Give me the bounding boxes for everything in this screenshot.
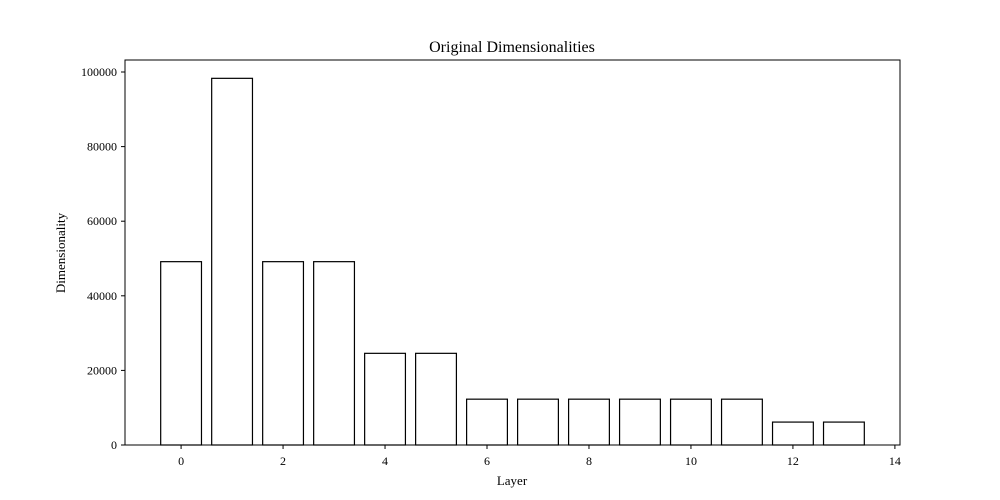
bar-layer-0 bbox=[160, 261, 203, 446]
y-tick-label: 20000 bbox=[87, 363, 117, 377]
x-tick-label: 4 bbox=[382, 454, 388, 468]
bar-layer-3 bbox=[313, 261, 356, 446]
x-tick-label: 14 bbox=[889, 454, 901, 468]
bar-layer-5 bbox=[415, 352, 458, 446]
bar-layer-12 bbox=[771, 421, 814, 446]
y-axis-label: Dimensionality bbox=[53, 212, 68, 293]
bar-layer-2 bbox=[262, 261, 305, 446]
bar-layer-7 bbox=[516, 398, 559, 446]
x-tick-label: 10 bbox=[685, 454, 697, 468]
x-tick-label: 2 bbox=[280, 454, 286, 468]
x-tick-label: 8 bbox=[586, 454, 592, 468]
x-axis-ticks: 0 2 4 6 8 10 12 14 bbox=[178, 445, 901, 468]
x-tick-label: 0 bbox=[178, 454, 184, 468]
bar-layer-9 bbox=[618, 398, 661, 446]
y-axis-ticks: 0 20000 40000 60000 80000 100000 bbox=[81, 65, 125, 452]
bar-layer-13 bbox=[822, 421, 865, 446]
x-axis-label: Layer bbox=[497, 473, 528, 488]
bar-layer-10 bbox=[669, 398, 712, 446]
x-tick-label: 12 bbox=[787, 454, 799, 468]
bars-group bbox=[160, 77, 865, 446]
y-tick-label: 80000 bbox=[87, 140, 117, 154]
x-tick-label: 6 bbox=[484, 454, 490, 468]
bar-layer-6 bbox=[466, 398, 508, 446]
plot-frame bbox=[124, 59, 901, 446]
chart-title: Original Dimensionalities bbox=[429, 39, 595, 56]
y-tick-label: 0 bbox=[111, 438, 117, 452]
y-tick-label: 100000 bbox=[81, 65, 117, 79]
bar-layer-8 bbox=[567, 398, 610, 446]
bar-layer-1 bbox=[211, 77, 254, 446]
bar-layer-4 bbox=[364, 352, 407, 446]
y-tick-label: 60000 bbox=[87, 214, 117, 228]
y-tick-label: 40000 bbox=[87, 289, 117, 303]
bar-layer-11 bbox=[720, 398, 763, 446]
